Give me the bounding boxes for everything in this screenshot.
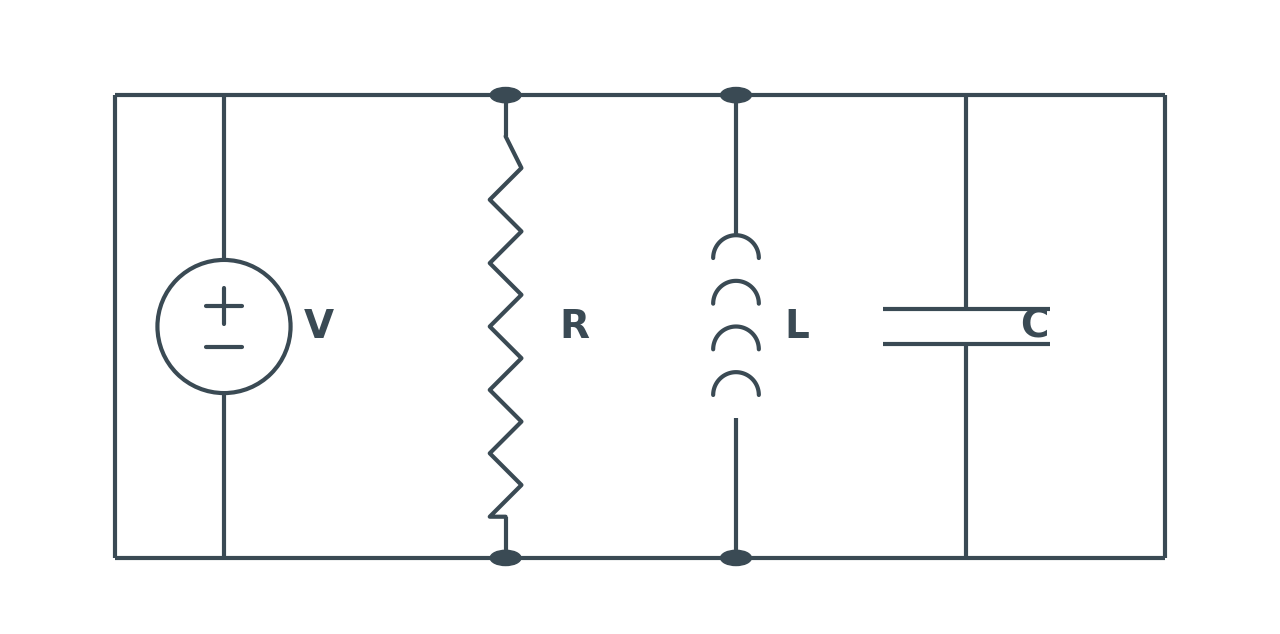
Text: L: L [785,307,809,346]
Text: C: C [1020,307,1048,346]
Circle shape [721,87,751,103]
Text: V: V [303,307,334,346]
Circle shape [721,550,751,566]
Circle shape [490,87,521,103]
Text: R: R [559,307,589,346]
Circle shape [490,550,521,566]
